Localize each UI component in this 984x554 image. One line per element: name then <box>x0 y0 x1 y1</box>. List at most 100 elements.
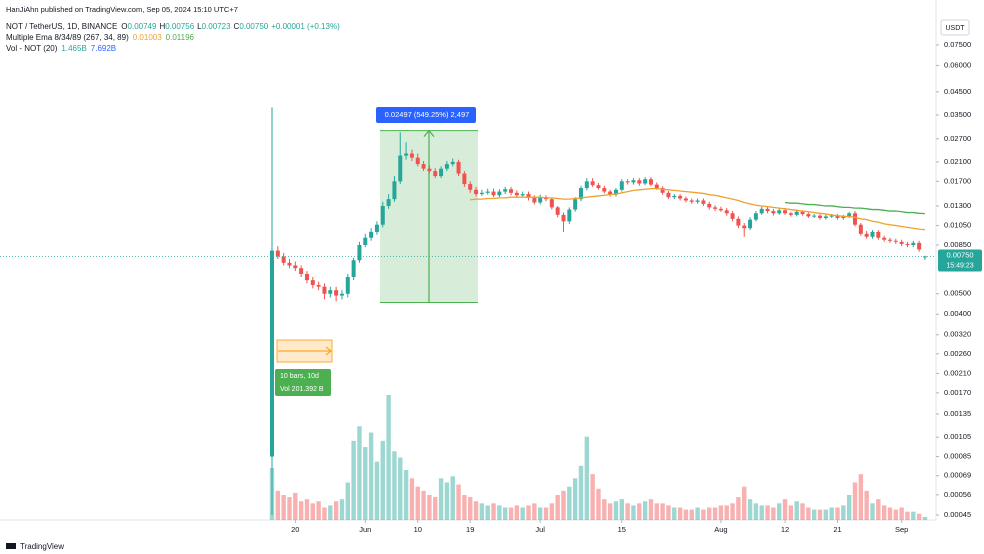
volume-bar <box>771 507 776 520</box>
volume-bar <box>759 505 764 520</box>
y-tick-label: 0.04500 <box>944 87 971 96</box>
x-tick-label: 15 <box>618 525 626 534</box>
candle-body <box>345 276 350 294</box>
ohlc-key: H <box>159 22 165 31</box>
candle-body <box>771 211 776 214</box>
date-range-label-box <box>275 369 331 396</box>
y-tick-label: 0.00056 <box>944 490 971 499</box>
volume-ma-value: 7.692B <box>91 44 116 53</box>
candle-body <box>683 198 688 201</box>
volume-bar <box>456 484 461 520</box>
currency[interactable]: USDT <box>945 25 965 32</box>
candle-body <box>613 189 618 195</box>
candle-body <box>479 192 484 195</box>
x-tick-label: Sep <box>895 525 908 534</box>
candle-body <box>444 164 449 169</box>
candle-body <box>660 188 665 193</box>
volume-bar <box>677 507 683 520</box>
y-tick-label: 0.03500 <box>944 110 971 119</box>
ema-line <box>470 187 926 231</box>
candle-body <box>339 293 344 296</box>
volume-bar <box>351 440 356 520</box>
volume-bar <box>572 478 578 520</box>
x-tick-label: Jul <box>535 525 545 534</box>
y-tick-label: 0.00320 <box>944 330 971 339</box>
candle-body <box>835 215 840 219</box>
ema-legend: Multiple Ema 8/34/89 (267, 34, 89) <box>6 33 129 42</box>
volume-bar <box>765 505 770 520</box>
y-tick-label: 0.00135 <box>944 409 971 418</box>
volume-bar <box>817 509 823 520</box>
volume-bar <box>433 497 438 520</box>
candle-body <box>672 195 677 198</box>
ema-value: 0.01196 <box>166 33 195 42</box>
y-tick-label: 0.01700 <box>944 176 971 185</box>
x-tick-label: Aug <box>714 525 727 534</box>
candle-body <box>648 179 653 185</box>
countdown: 15:49:23 <box>946 262 973 269</box>
volume-bar <box>415 486 420 520</box>
candle-body <box>474 189 479 195</box>
y-tick-label: 0.02100 <box>944 157 971 166</box>
candle-body <box>491 191 496 196</box>
candle-body <box>561 214 566 222</box>
y-tick-label: 0.00085 <box>944 452 971 461</box>
candle-body <box>882 237 887 240</box>
volume-bar <box>712 507 718 520</box>
volume-bar <box>695 507 700 520</box>
candle-body <box>433 171 438 177</box>
y-tick-label: 0.00170 <box>944 388 971 397</box>
volume-bar <box>905 511 910 520</box>
volume-bar <box>870 503 875 520</box>
candle-body <box>625 181 630 183</box>
volume-bar <box>508 507 514 520</box>
volume-bar <box>578 465 584 520</box>
x-tick-label: Jun <box>359 525 371 534</box>
candle-body <box>887 239 892 241</box>
volume-bar <box>322 507 327 520</box>
volume-bar <box>409 478 415 520</box>
candle-body <box>608 191 613 195</box>
volume-bar <box>316 501 321 520</box>
volume-bar <box>829 507 834 520</box>
volume-bar <box>380 440 385 520</box>
volume-bar <box>730 503 735 520</box>
volume-bar <box>328 505 333 520</box>
legend-row: NOT / TetherUS, 1D, BINANCE O0.00749 H0.00… <box>6 22 340 31</box>
volume-bar <box>782 499 788 520</box>
candle-body <box>567 209 572 222</box>
volume-bar <box>881 505 887 520</box>
candle-body <box>374 224 379 232</box>
measure-arrowhead <box>423 129 435 138</box>
candle-body <box>841 216 846 219</box>
candle-body <box>742 225 747 229</box>
x-tick-label: 12 <box>781 525 789 534</box>
change-label: +0.00001 (+0.13%) <box>271 22 340 31</box>
y-tick-label: 0.02700 <box>944 134 971 143</box>
volume-bar <box>846 495 852 520</box>
candle-body <box>917 242 922 250</box>
volume-bar <box>532 503 537 520</box>
candle-body <box>777 210 782 214</box>
volume-bar <box>543 507 549 520</box>
volume-bar <box>887 507 893 520</box>
volume-bar <box>368 432 374 520</box>
ohlc-key: L <box>197 22 202 31</box>
currency-box[interactable] <box>940 19 970 36</box>
candle-body <box>404 153 409 156</box>
candle-body <box>864 233 869 237</box>
candle-body <box>322 286 327 294</box>
volume-bar <box>660 503 665 520</box>
volume-bar <box>596 488 601 520</box>
candle-body <box>514 192 519 196</box>
candle-body <box>847 213 852 217</box>
volume-bar <box>304 499 310 520</box>
candle-body <box>421 164 426 169</box>
candle-body <box>392 181 397 200</box>
volume-bar <box>613 501 619 520</box>
candle-body <box>654 184 659 189</box>
candle-body <box>870 231 875 237</box>
candle-body <box>730 213 735 219</box>
candle-body <box>689 200 694 202</box>
